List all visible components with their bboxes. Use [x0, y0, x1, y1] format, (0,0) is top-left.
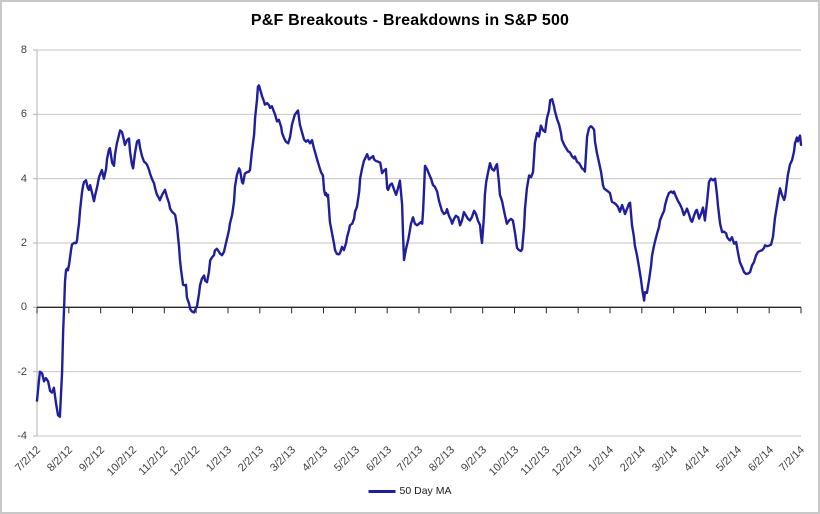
y-axis-label: -2 [17, 365, 27, 378]
y-axis-label: 6 [20, 108, 27, 121]
chart-title: P&F Breakouts - Breakdowns in S&P 500 [250, 12, 570, 29]
y-axis-label: 0 [20, 301, 27, 314]
y-axis-label: 4 [20, 172, 27, 185]
series-line-50-day-ma [35, 84, 803, 418]
y-axis-label: -4 [17, 430, 27, 442]
legend-series-label: 50 Day MA [399, 485, 452, 497]
y-axis-label: 2 [20, 237, 27, 249]
legend-line-sample-icon [368, 489, 396, 493]
legend: 50 Day MA [368, 485, 452, 497]
y-axis-label: 8 [20, 44, 27, 56]
